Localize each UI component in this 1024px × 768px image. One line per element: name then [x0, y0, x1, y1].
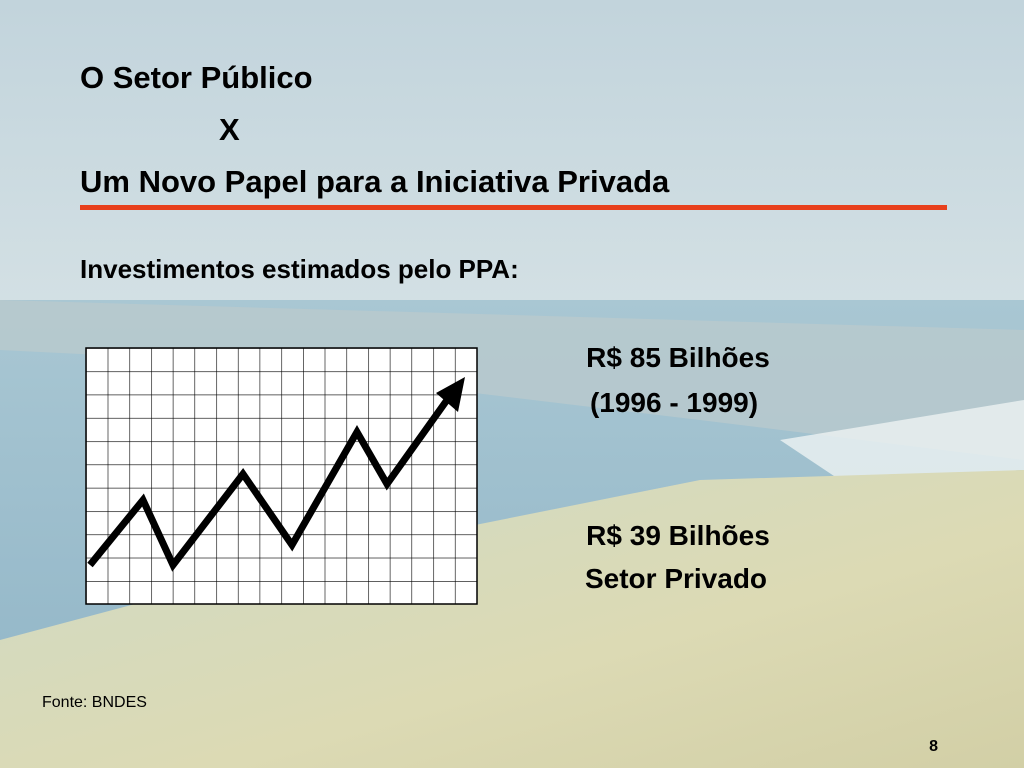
chart-icon-line	[87, 390, 455, 572]
figure-amount: R$ 39 Bilhões	[586, 520, 770, 551]
figure-note: (1996 - 1999)	[590, 387, 758, 418]
figure-amount: R$ 85 Bilhões	[586, 342, 770, 373]
chart-icon-arrowhead	[436, 377, 465, 412]
title-line: X	[219, 112, 240, 147]
title-underline	[80, 205, 947, 210]
land	[0, 470, 1024, 768]
figure-note: Setor Privado	[585, 563, 767, 594]
subtitle: Investimentos estimados pelo PPA:	[80, 254, 519, 284]
title-line: Um Novo Papel para a Iniciativa Privada	[80, 164, 670, 199]
chart-icon-grid	[85, 347, 478, 605]
page-number: 8	[929, 738, 938, 755]
source: Fonte: BNDES	[42, 694, 147, 711]
title-line: O Setor Público	[80, 60, 313, 95]
spillway	[780, 400, 1024, 480]
dam	[0, 300, 1024, 460]
